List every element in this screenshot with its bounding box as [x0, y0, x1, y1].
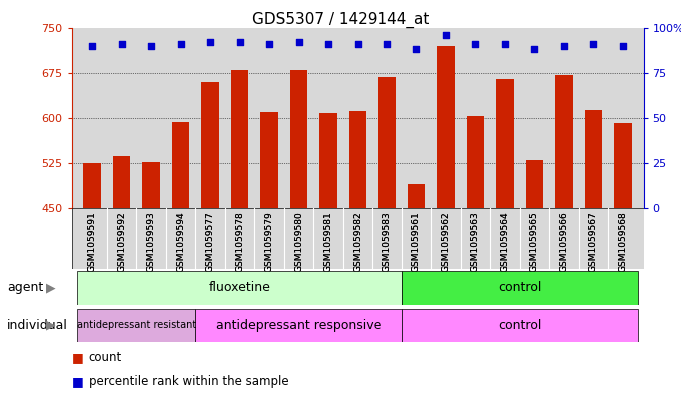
- Text: GSM1059579: GSM1059579: [264, 211, 274, 272]
- Point: [234, 39, 245, 45]
- Text: GSM1059578: GSM1059578: [235, 211, 244, 272]
- Text: antidepressant resistant: antidepressant resistant: [77, 320, 196, 330]
- Text: GSM1059566: GSM1059566: [559, 211, 569, 272]
- Text: GSM1059591: GSM1059591: [88, 211, 97, 272]
- Text: GSM1059580: GSM1059580: [294, 211, 303, 272]
- Text: GSM1059568: GSM1059568: [618, 211, 627, 272]
- Text: GSM1059561: GSM1059561: [412, 211, 421, 272]
- Text: control: control: [498, 281, 541, 294]
- Text: GSM1059578: GSM1059578: [235, 211, 244, 272]
- Point: [293, 39, 304, 45]
- Text: GSM1059583: GSM1059583: [383, 211, 392, 272]
- Text: ▶: ▶: [46, 281, 56, 294]
- Text: GSM1059561: GSM1059561: [412, 211, 421, 272]
- Text: GSM1059577: GSM1059577: [206, 211, 215, 272]
- Point: [558, 42, 569, 49]
- Point: [529, 46, 540, 52]
- Point: [411, 46, 422, 52]
- Text: individual: individual: [7, 319, 67, 332]
- Point: [618, 42, 629, 49]
- Text: ■: ■: [72, 351, 83, 364]
- Bar: [83, 163, 101, 208]
- Bar: [202, 82, 219, 208]
- Text: GSM1059577: GSM1059577: [206, 211, 215, 272]
- Point: [264, 40, 274, 47]
- Point: [205, 39, 216, 45]
- Bar: [172, 122, 189, 208]
- Bar: [402, 309, 637, 342]
- Text: GSM1059563: GSM1059563: [471, 211, 480, 272]
- Bar: [378, 77, 396, 208]
- Text: GSM1059567: GSM1059567: [589, 211, 598, 272]
- Text: antidepressant responsive: antidepressant responsive: [216, 319, 381, 332]
- Point: [588, 40, 599, 47]
- Text: GDS5307 / 1429144_at: GDS5307 / 1429144_at: [252, 12, 429, 28]
- Text: GSM1059567: GSM1059567: [589, 211, 598, 272]
- Text: fluoxetine: fluoxetine: [208, 281, 270, 294]
- Text: agent: agent: [7, 281, 43, 294]
- Text: GSM1059564: GSM1059564: [501, 211, 509, 272]
- Text: GSM1059565: GSM1059565: [530, 211, 539, 272]
- Text: GSM1059582: GSM1059582: [353, 211, 362, 272]
- Text: ▶: ▶: [46, 319, 56, 332]
- Bar: [78, 309, 195, 342]
- Bar: [526, 160, 543, 208]
- Point: [381, 40, 392, 47]
- Bar: [437, 46, 455, 208]
- Text: GSM1059594: GSM1059594: [176, 211, 185, 272]
- Bar: [614, 123, 632, 208]
- Bar: [142, 162, 160, 208]
- Text: GSM1059591: GSM1059591: [88, 211, 97, 272]
- Text: GSM1059583: GSM1059583: [383, 211, 392, 272]
- Point: [116, 40, 127, 47]
- Text: GSM1059593: GSM1059593: [146, 211, 156, 272]
- Point: [470, 40, 481, 47]
- Bar: [319, 113, 337, 208]
- Bar: [496, 79, 513, 208]
- Text: GSM1059580: GSM1059580: [294, 211, 303, 272]
- Bar: [466, 116, 484, 208]
- Text: GSM1059593: GSM1059593: [146, 211, 156, 272]
- Bar: [402, 271, 637, 305]
- Bar: [408, 184, 426, 208]
- Bar: [260, 112, 278, 208]
- Text: count: count: [89, 351, 122, 364]
- Text: GSM1059581: GSM1059581: [323, 211, 332, 272]
- Point: [86, 42, 97, 49]
- Bar: [113, 156, 131, 208]
- Text: GSM1059579: GSM1059579: [264, 211, 274, 272]
- Text: GSM1059564: GSM1059564: [501, 211, 509, 272]
- Point: [441, 31, 452, 38]
- Text: GSM1059562: GSM1059562: [441, 211, 451, 272]
- Bar: [584, 110, 602, 208]
- Point: [323, 40, 334, 47]
- Text: GSM1059565: GSM1059565: [530, 211, 539, 272]
- Text: ■: ■: [72, 375, 83, 388]
- Bar: [78, 271, 402, 305]
- Text: GSM1059568: GSM1059568: [618, 211, 627, 272]
- Text: GSM1059563: GSM1059563: [471, 211, 480, 272]
- Text: GSM1059566: GSM1059566: [559, 211, 569, 272]
- Text: GSM1059594: GSM1059594: [176, 211, 185, 272]
- Bar: [555, 75, 573, 208]
- Text: control: control: [498, 319, 541, 332]
- Text: GSM1059592: GSM1059592: [117, 211, 126, 272]
- Bar: [289, 70, 307, 208]
- Text: GSM1059562: GSM1059562: [441, 211, 451, 272]
- Bar: [349, 111, 366, 208]
- Point: [499, 40, 510, 47]
- Text: GSM1059592: GSM1059592: [117, 211, 126, 272]
- Bar: [231, 70, 249, 208]
- Text: GSM1059581: GSM1059581: [323, 211, 332, 272]
- Text: GSM1059582: GSM1059582: [353, 211, 362, 272]
- Point: [175, 40, 186, 47]
- Text: percentile rank within the sample: percentile rank within the sample: [89, 375, 288, 388]
- Point: [146, 42, 157, 49]
- Bar: [195, 309, 402, 342]
- Point: [352, 40, 363, 47]
